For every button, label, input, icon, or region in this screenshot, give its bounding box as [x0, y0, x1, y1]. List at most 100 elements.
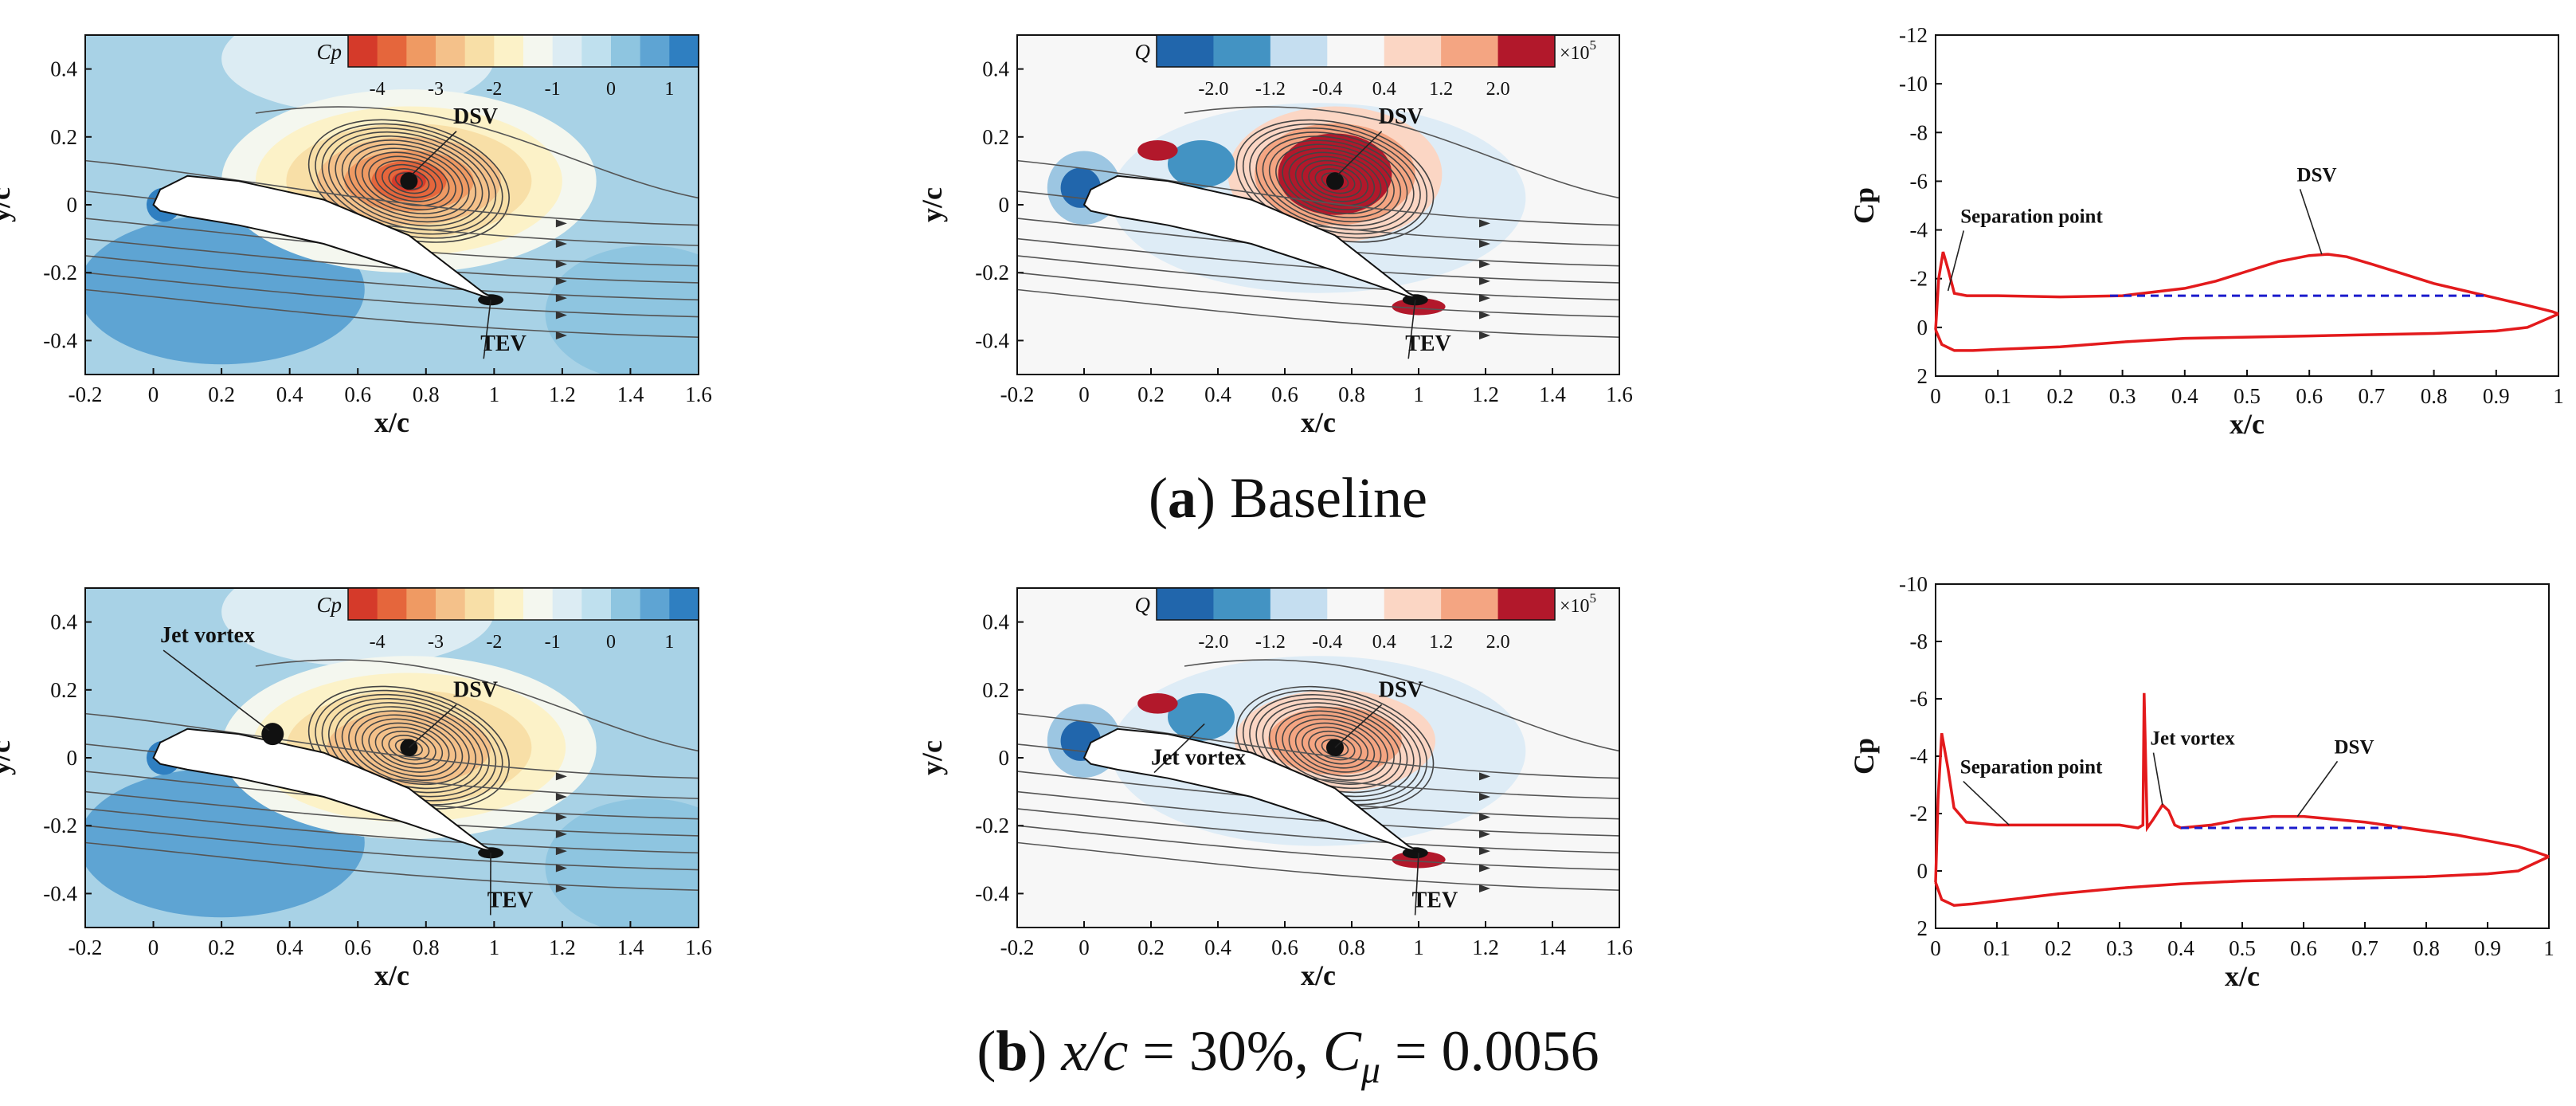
colorbar-tick-label: 0: [606, 632, 616, 653]
x-tick-label: 1.6: [1606, 382, 1633, 406]
colorbar-swatch: [464, 35, 495, 67]
colorbar-tick-label: -1.2: [1255, 79, 1286, 100]
airfoil: [1082, 175, 1419, 300]
streamline-loop: [368, 722, 450, 773]
x-tick-label: 1.6: [685, 382, 712, 406]
vortex-core: [400, 172, 418, 190]
colorbar-tick-label: -1.2: [1255, 632, 1286, 653]
chart-a-q-field: -0.2 0 0.2 0.4 0.6 0.8 1 1.2 1.4 1.6 0.4 0.2 0 -0.2 -0…: [916, 34, 1633, 438]
annotation-dsv: DSV: [1379, 104, 1423, 129]
colorbar: Cp -4 -3 -2 -1 0 1: [316, 587, 699, 653]
colorbar-swatch: [640, 35, 670, 67]
series-upper-surface: [1934, 251, 2559, 331]
colorbar-swatch: [1384, 35, 1442, 67]
x-tick-label: 0.8: [1338, 935, 1365, 959]
annotation-dsv-leader: [1337, 131, 1383, 175]
streamline: [1017, 841, 1619, 891]
streamline: [1184, 106, 1619, 199]
y-tick-label: -8: [1910, 120, 1928, 144]
annotation-tev-leader: [1407, 300, 1416, 359]
colorbar-tick-label: -4: [370, 632, 386, 653]
colorbar-tick-label: 1.2: [1429, 79, 1453, 100]
streamline-arrow: [1479, 331, 1490, 340]
colorbar-variable: Q: [1135, 40, 1151, 64]
y-tick-label: -0.4: [43, 328, 77, 352]
streamline-loop: [1282, 714, 1388, 781]
colorbar-swatch: [436, 588, 466, 620]
streamline-arrow: [555, 884, 567, 893]
caption-b-eq2: = 0.0056: [1380, 1019, 1599, 1083]
chart-b-cp-curve: 0 0.1 0.2 0.3 0.4 0.5 0.6 0.7 0.8 0.9 1 -10 -8 -6 -4 -2…: [1848, 572, 2554, 992]
streamline-loop: [1314, 735, 1356, 761]
x-tick-label: 1.6: [685, 935, 712, 959]
x-tick-label: 0: [148, 935, 159, 959]
streamline-arrow: [1479, 219, 1490, 228]
colorbar-frame: [347, 34, 699, 68]
streamline: [85, 712, 699, 779]
y-tick-label: 0.2: [982, 678, 1009, 702]
streamline: [85, 237, 699, 284]
colorbar-swatch: [1497, 35, 1556, 67]
annotation-dsv-leader: [2299, 189, 2323, 255]
colorbar-tick-label: 0.4: [1372, 79, 1396, 100]
streamline: [1017, 712, 1619, 779]
x-tick-label: 1.4: [1539, 935, 1566, 959]
x-tick-label: 0.4: [2167, 936, 2194, 960]
streamline-arrow: [555, 830, 567, 838]
colorbar-tick-label: -3: [428, 632, 444, 653]
streamline-loop: [388, 735, 430, 761]
streamline-arrow: [555, 813, 567, 822]
x-tick-label: 0.9: [2483, 384, 2510, 408]
y-tick-label: -0.4: [975, 328, 1009, 352]
y-axis-label: y/c: [0, 187, 16, 222]
x-tick-label: 0.5: [2233, 384, 2261, 408]
x-tick-label: 0.6: [2290, 936, 2317, 960]
caption-b-cmu: Cμ: [1323, 1019, 1380, 1091]
x-tick-label: 0.4: [2171, 384, 2198, 408]
colorbar-tick-label: -2.0: [1198, 79, 1228, 100]
x-tick-label: 0.4: [276, 382, 303, 406]
x-axis-label: x/c: [2225, 960, 2260, 992]
streamline-arrow: [555, 239, 567, 248]
streamline-arrow: [555, 311, 567, 320]
streamline-loop: [354, 147, 464, 214]
annotation-jet-vortex-leader: [1153, 723, 1205, 774]
annotation-dsv: DSV: [2297, 164, 2337, 186]
streamline-loop: [1275, 143, 1395, 218]
streamline: [1017, 272, 1619, 318]
streamline-loop: [374, 159, 444, 202]
x-tick-label: 0.6: [344, 935, 371, 959]
caption-a: (a) Baseline: [1149, 466, 1427, 530]
x-tick-label: 1.4: [1539, 382, 1566, 406]
colorbar-swatch: [669, 588, 699, 620]
streamline-loop: [1268, 139, 1402, 223]
y-tick-label: 0.2: [982, 125, 1009, 149]
annotation-tev-leader: [483, 300, 491, 359]
x-tick-label: 0.2: [1137, 382, 1165, 406]
x-tick-label: 0.4: [1204, 935, 1231, 959]
plot-frame: [1935, 34, 2559, 377]
y-tick-label: 0.2: [50, 678, 77, 702]
annotation-separation-point-leader: [1963, 781, 2010, 826]
colorbar-variable: Q: [1135, 593, 1151, 617]
colorbar-multiplier: ×105: [1560, 37, 1596, 64]
colorbar-swatch: [464, 588, 495, 620]
streamline-loop: [1308, 730, 1362, 765]
colorbar-tick-label: -0.4: [1312, 632, 1342, 653]
streamline-loop: [1288, 151, 1382, 210]
colorbar: Q -2.0 -1.2 -0.4 0.4 1.2 2.0 ×105: [1135, 34, 1596, 100]
colorbar-tick-label: 1: [664, 79, 674, 100]
y-tick-label: 0: [67, 193, 78, 217]
q-positive-patch: [1137, 693, 1178, 714]
colorbar-swatch: [1384, 588, 1442, 620]
colorbar-swatch: [611, 588, 641, 620]
airfoil: [152, 728, 495, 853]
chart-b-cp-field: -0.2 0 0.2 0.4 0.6 0.8 1 1.2 1.4 1.6 0.4 0.2 0 -0.2 -0…: [0, 587, 712, 991]
colorbar-tick-label: -3: [428, 79, 444, 100]
annotation-dsv-leader: [408, 704, 457, 748]
streamline-loop: [1255, 131, 1415, 231]
q-positive-patch: [1137, 140, 1178, 161]
y-tick-label: -8: [1910, 629, 1928, 653]
x-tick-label: 1.6: [1606, 935, 1633, 959]
